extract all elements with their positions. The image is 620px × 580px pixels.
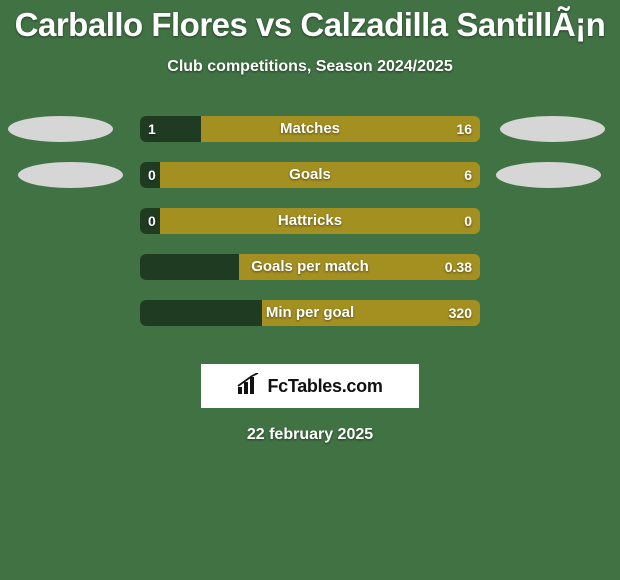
bar-track: 1 Matches 16 [140, 116, 480, 142]
bar-right-value: 0 [464, 208, 472, 234]
logo-text: FcTables.com [267, 376, 382, 397]
bar-label: Matches [140, 116, 480, 142]
player-right-marker [500, 116, 605, 142]
bar-label: Goals per match [140, 254, 480, 280]
bar-right-value: 320 [449, 300, 472, 326]
bars-icon [237, 373, 263, 400]
bar-track: 0 Goals 6 [140, 162, 480, 188]
footer-date: 22 february 2025 [0, 426, 620, 444]
stat-row: 1 Matches 16 [0, 116, 620, 162]
bar-right-value: 16 [456, 116, 472, 142]
page-subtitle: Club competitions, Season 2024/2025 [0, 58, 620, 76]
bar-label: Hattricks [140, 208, 480, 234]
page-title: Carballo Flores vs Calzadilla SantillÃ¡n [0, 0, 620, 44]
stat-row: Goals per match 0.38 [0, 254, 620, 300]
bar-right-value: 6 [464, 162, 472, 188]
stats-rows: 1 Matches 16 0 Goals 6 0 Hattricks 0 Goa… [0, 116, 620, 346]
bar-right-value: 0.38 [445, 254, 472, 280]
bar-track: 0 Hattricks 0 [140, 208, 480, 234]
bar-track: Goals per match 0.38 [140, 254, 480, 280]
player-left-marker [8, 116, 113, 142]
stat-row: 0 Goals 6 [0, 162, 620, 208]
stat-row: 0 Hattricks 0 [0, 208, 620, 254]
player-left-marker [18, 162, 123, 188]
bar-label: Min per goal [140, 300, 480, 326]
bar-track: Min per goal 320 [140, 300, 480, 326]
site-logo: FcTables.com [201, 364, 419, 408]
player-right-marker [496, 162, 601, 188]
bar-label: Goals [140, 162, 480, 188]
stat-row: Min per goal 320 [0, 300, 620, 346]
